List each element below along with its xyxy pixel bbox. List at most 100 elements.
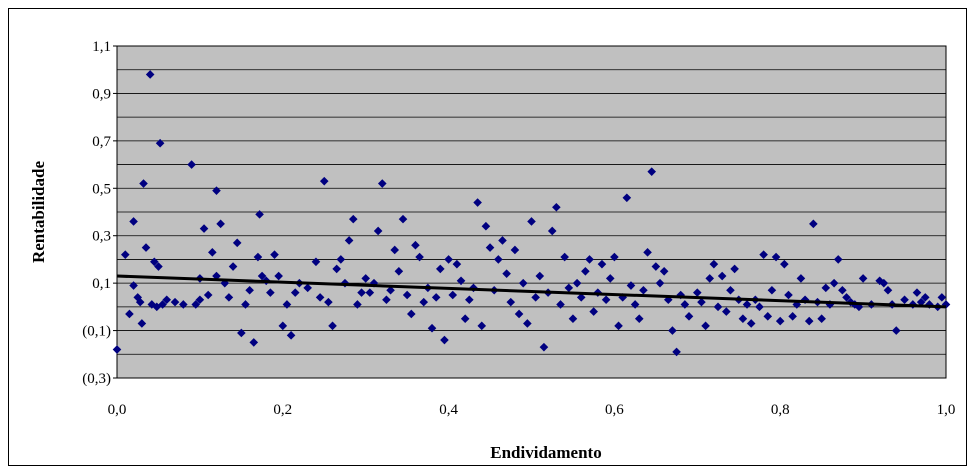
data-point bbox=[419, 297, 429, 307]
y-tick-label: 0,5 bbox=[92, 181, 111, 197]
data-point bbox=[278, 321, 288, 331]
x-tick-label: 0,0 bbox=[108, 402, 127, 418]
data-point bbox=[585, 255, 594, 264]
data-point bbox=[494, 255, 503, 264]
data-point bbox=[402, 290, 412, 300]
data-point bbox=[348, 214, 358, 224]
data-point bbox=[809, 219, 818, 229]
data-point bbox=[315, 293, 325, 302]
x-axis-title: Endividamento bbox=[490, 443, 601, 462]
data-point bbox=[630, 300, 640, 309]
data-point bbox=[270, 250, 279, 259]
data-point bbox=[717, 271, 727, 281]
data-point bbox=[742, 300, 752, 309]
data-point bbox=[377, 179, 387, 188]
data-point bbox=[581, 266, 590, 276]
y-tick-label: 0,7 bbox=[92, 134, 111, 150]
x-tick-labels: 0,0 0,2 0,4 0,6 0,8 1,0 bbox=[108, 402, 956, 418]
data-point bbox=[448, 290, 458, 300]
data-point bbox=[605, 274, 615, 283]
y-tick-label: (0,3) bbox=[82, 371, 111, 387]
data-point bbox=[141, 243, 151, 252]
data-point bbox=[112, 345, 122, 354]
y-tick-label: (0,1) bbox=[82, 324, 111, 340]
x-tick-label: 0,2 bbox=[273, 402, 292, 418]
data-point bbox=[746, 319, 756, 328]
data-point bbox=[311, 257, 321, 267]
data-point bbox=[726, 285, 735, 295]
data-point bbox=[465, 295, 474, 305]
y-tick-label: 1,1 bbox=[92, 39, 111, 55]
data-point bbox=[481, 221, 491, 231]
data-point bbox=[406, 309, 416, 319]
data-point bbox=[162, 295, 172, 305]
data-point bbox=[916, 297, 926, 307]
data-point bbox=[891, 326, 901, 335]
data-point bbox=[564, 283, 574, 293]
gridlines bbox=[117, 69, 946, 355]
data-point bbox=[556, 300, 565, 309]
x-tick-label: 0,4 bbox=[439, 402, 458, 418]
data-point bbox=[701, 321, 710, 331]
data-point bbox=[506, 297, 516, 307]
data-point bbox=[763, 312, 773, 321]
data-point bbox=[759, 250, 768, 259]
x-tick-label: 0,8 bbox=[771, 402, 790, 418]
data-point bbox=[145, 70, 155, 79]
trendline bbox=[116, 274, 947, 309]
data-point bbox=[771, 252, 781, 262]
y-axis-title: Rentabilidade bbox=[29, 161, 48, 263]
data-point bbox=[755, 302, 764, 312]
data-point bbox=[601, 295, 611, 305]
y-tick-label: 0,3 bbox=[92, 229, 111, 245]
data-point bbox=[572, 278, 582, 288]
data-point bbox=[411, 240, 420, 250]
data-point bbox=[155, 138, 165, 148]
data-point bbox=[643, 248, 652, 257]
data-point bbox=[589, 307, 598, 316]
data-point bbox=[788, 312, 797, 321]
data-point bbox=[282, 300, 292, 309]
data-point bbox=[560, 252, 569, 262]
data-point bbox=[672, 347, 681, 357]
data-point bbox=[444, 255, 453, 264]
data-point bbox=[139, 179, 148, 188]
data-point bbox=[817, 314, 826, 324]
data-point bbox=[941, 300, 951, 309]
data-point bbox=[576, 293, 586, 302]
data-point bbox=[842, 293, 851, 302]
data-point bbox=[639, 285, 648, 295]
data-point bbox=[415, 252, 424, 262]
data-point bbox=[290, 288, 300, 297]
data-point bbox=[655, 278, 665, 288]
x-tick-label: 1,0 bbox=[937, 402, 956, 418]
data-point bbox=[821, 283, 831, 293]
data-point bbox=[245, 285, 254, 295]
data-point bbox=[436, 264, 445, 274]
data-point bbox=[523, 319, 532, 328]
data-point bbox=[626, 281, 636, 290]
data-point bbox=[170, 297, 180, 307]
data-points bbox=[112, 70, 951, 357]
data-point bbox=[203, 290, 213, 300]
data-point bbox=[804, 316, 814, 326]
data-point bbox=[191, 300, 201, 309]
data-point bbox=[502, 269, 511, 278]
data-point bbox=[427, 323, 437, 333]
data-point bbox=[697, 297, 706, 307]
data-point bbox=[539, 342, 549, 352]
data-point bbox=[622, 193, 632, 203]
data-point bbox=[647, 167, 657, 176]
data-point bbox=[937, 293, 947, 302]
data-point bbox=[220, 278, 230, 288]
data-point bbox=[120, 250, 130, 259]
data-point bbox=[784, 290, 793, 300]
data-point bbox=[353, 300, 362, 309]
data-point bbox=[738, 314, 748, 324]
data-point bbox=[610, 252, 619, 262]
data-point bbox=[398, 214, 408, 224]
data-point bbox=[514, 309, 524, 319]
data-point bbox=[303, 283, 312, 293]
data-point bbox=[709, 259, 719, 269]
